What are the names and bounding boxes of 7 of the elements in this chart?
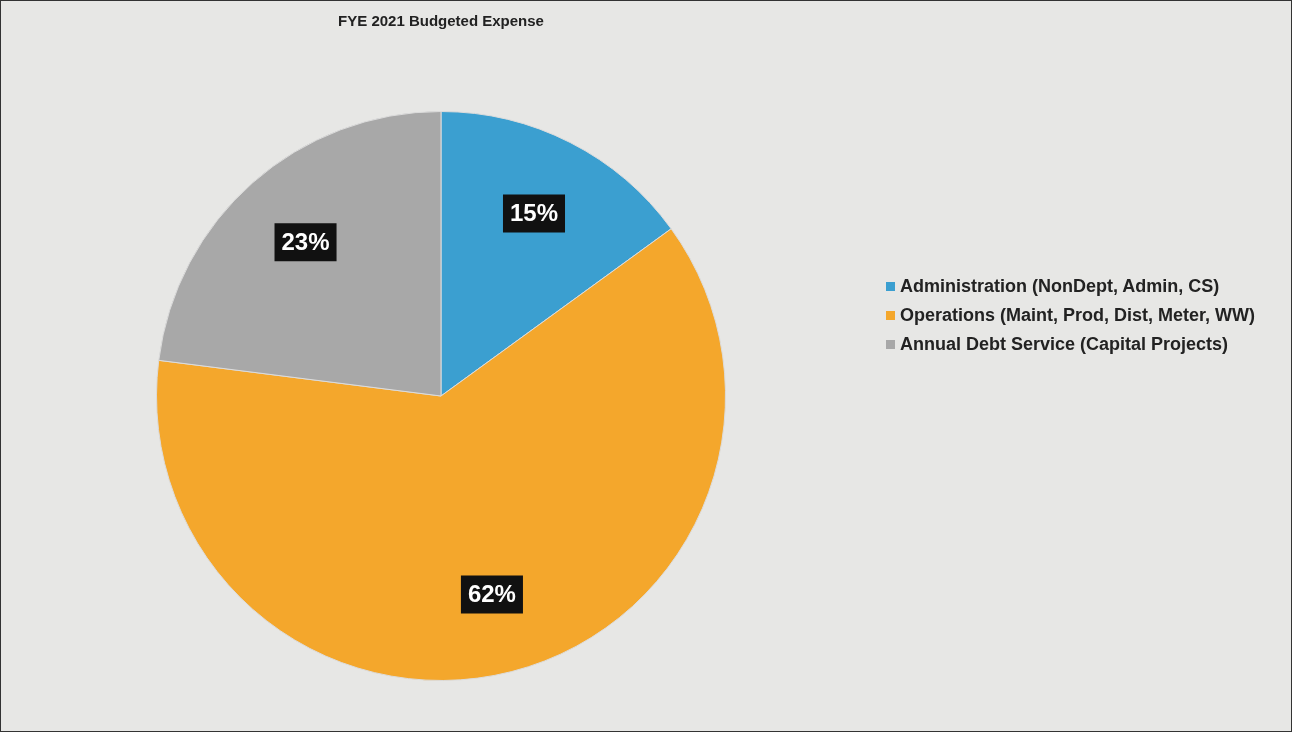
legend-label: Annual Debt Service (Capital Projects): [900, 333, 1229, 356]
data-label: 23%: [281, 227, 330, 255]
legend-label: Operations (Maint, Prod, Dist, Meter, WW): [900, 304, 1256, 327]
legend-label: Administration (NonDept, Admin, CS): [900, 275, 1220, 298]
data-label: 62%: [467, 580, 516, 608]
chart-title: FYE 2021 Budgeted Expense: [338, 12, 544, 30]
data-label: 15%: [509, 199, 559, 227]
